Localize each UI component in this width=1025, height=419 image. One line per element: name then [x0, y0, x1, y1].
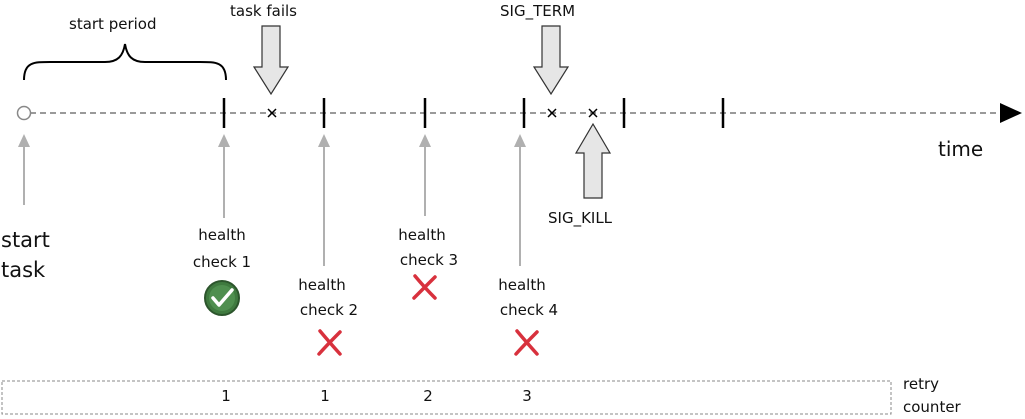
retry-counter-label-line1: retry	[903, 375, 939, 393]
sig-term-arrow	[532, 25, 570, 96]
event-markers	[267, 108, 598, 118]
sig-term-x-marker	[547, 108, 557, 118]
retry-counter-value-4: 3	[522, 387, 532, 405]
start-marker	[16, 105, 32, 121]
retry-counter-value-2: 1	[320, 387, 330, 405]
sig-kill-x-marker	[588, 108, 598, 118]
sig-kill-label: SIG_KILL	[548, 209, 613, 227]
health-check-3-label-line1: health	[398, 226, 446, 244]
start-task-label-line2: task	[1, 258, 46, 282]
start-period-brace	[23, 43, 227, 81]
health-check-4-pointer-head	[514, 134, 526, 147]
health-check-1-label-line1: health	[198, 226, 246, 244]
start-task-pointer-head	[18, 134, 30, 147]
task-fails-label: task fails	[230, 2, 297, 20]
health-check-4-label-line1: health	[498, 276, 546, 294]
sig-term-label: SIG_TERM	[500, 2, 576, 20]
health-check-1-label-line2: check 1	[192, 253, 252, 271]
retry-counter-value-1: 1	[221, 387, 231, 405]
health-check-3-fail-icon	[412, 274, 437, 300]
start-task-label-line1: start	[1, 228, 50, 252]
health-check-2-fail-icon	[317, 329, 342, 356]
pointer-arrows	[18, 134, 526, 266]
retry-counter-label: retry counter	[903, 373, 961, 419]
task-fails-arrow	[252, 25, 290, 96]
health-check-2-label-line2: check 2	[299, 301, 359, 319]
task-fails-x-marker	[267, 108, 277, 118]
sig-kill-arrow	[574, 122, 612, 199]
timeline-arrowhead	[1000, 103, 1022, 123]
health-check-1-pointer-head	[218, 134, 230, 147]
health-check-3-pointer-head	[419, 134, 431, 147]
timeline-ticks	[222, 98, 725, 128]
health-check-3-label-line2: check 3	[399, 251, 459, 269]
retry-counter-label-line2: counter	[903, 398, 961, 416]
time-axis-label: time	[938, 137, 984, 161]
health-check-2-pointer-head	[318, 134, 330, 147]
retry-counter-value-3: 2	[423, 387, 433, 405]
health-check-1-pass-icon	[204, 280, 240, 316]
health-check-2-label-line1: health	[298, 276, 346, 294]
health-check-4-label-line2: check 4	[499, 301, 559, 319]
start-period-label: start period	[69, 15, 157, 33]
retry-counter-box	[1, 380, 892, 415]
health-check-4-fail-icon	[514, 329, 539, 356]
